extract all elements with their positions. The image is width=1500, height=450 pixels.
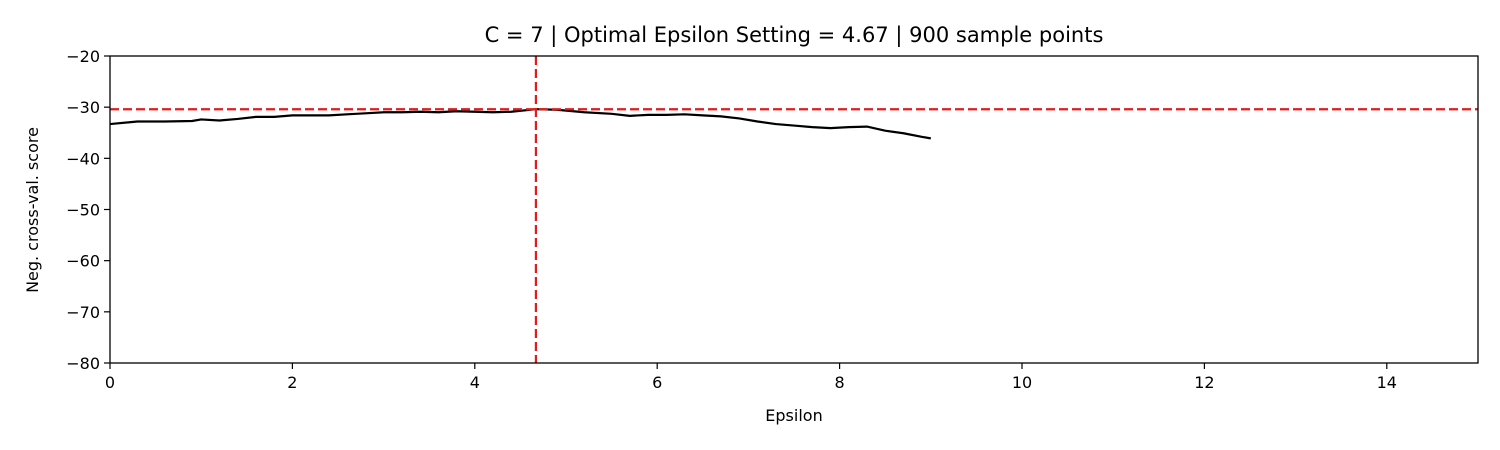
x-tick-label: 2 bbox=[287, 373, 297, 392]
series-line-0 bbox=[110, 108, 931, 140]
x-tick-label: 14 bbox=[1377, 373, 1397, 392]
plot-area: 0 2 4 6 8 10 12 14 −80 −70 −60 −50 −40 −30 −20 bbox=[66, 47, 1479, 392]
x-axis-title: Epsilon bbox=[765, 406, 822, 425]
y-tick-label: −60 bbox=[66, 252, 100, 271]
y-tick-label: −40 bbox=[66, 149, 100, 168]
x-tick-label: 0 bbox=[105, 373, 115, 392]
y-tick-label: −20 bbox=[66, 47, 100, 66]
y-tick-label: −30 bbox=[66, 98, 100, 117]
x-tick-label: 10 bbox=[1012, 373, 1032, 392]
x-tick-label: 4 bbox=[470, 373, 480, 392]
chart-title: C = 7 | Optimal Epsilon Setting = 4.67 |… bbox=[485, 23, 1104, 48]
x-tick-label: 6 bbox=[652, 373, 662, 392]
y-tick-label: −50 bbox=[66, 201, 100, 220]
x-tick-label: 8 bbox=[835, 373, 845, 392]
y-tick-label: −80 bbox=[66, 354, 100, 373]
y-tick-label: −70 bbox=[66, 303, 100, 322]
x-tick-label: 12 bbox=[1194, 373, 1214, 392]
y-axis-title: Neg. cross-val. score bbox=[23, 127, 42, 293]
